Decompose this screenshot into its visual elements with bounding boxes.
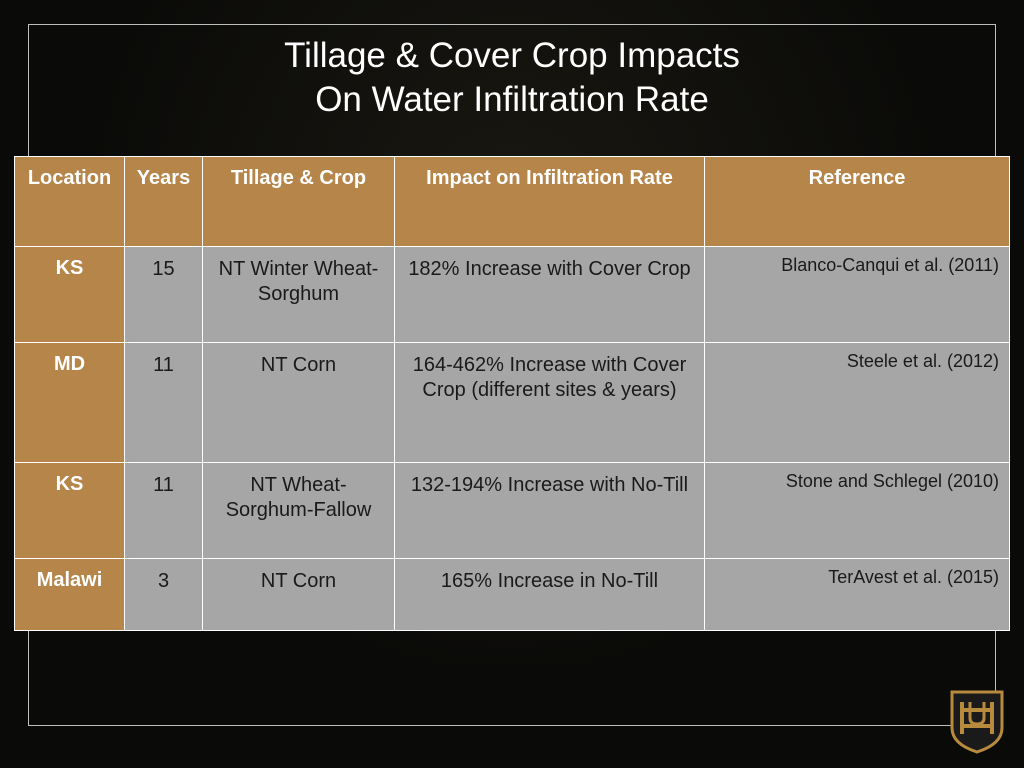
table-row: KS 11 NT Wheat-Sorghum-Fallow 132-194% I… [15, 463, 1010, 559]
table-row: MD 11 NT Corn 164-462% Increase with Cov… [15, 343, 1010, 463]
cell-location: Malawi [15, 559, 125, 631]
data-table-container: Location Years Tillage & Crop Impact on … [14, 156, 1010, 631]
cell-impact: 132-194% Increase with No-Till [395, 463, 705, 559]
col-header-location: Location [15, 157, 125, 247]
col-header-years: Years [125, 157, 203, 247]
col-header-reference: Reference [705, 157, 1010, 247]
infiltration-table: Location Years Tillage & Crop Impact on … [14, 156, 1010, 631]
cell-location: MD [15, 343, 125, 463]
cell-years: 11 [125, 343, 203, 463]
cell-impact: 164-462% Increase with Cover Crop (diffe… [395, 343, 705, 463]
cell-tillage: NT Winter Wheat-Sorghum [203, 247, 395, 343]
cell-impact: 165% Increase in No-Till [395, 559, 705, 631]
cell-reference: Blanco-Canqui et al. (2011) [705, 247, 1010, 343]
cell-reference: Steele et al. (2012) [705, 343, 1010, 463]
cell-location: KS [15, 247, 125, 343]
cell-years: 3 [125, 559, 203, 631]
shield-logo-icon [948, 688, 1006, 754]
cell-years: 15 [125, 247, 203, 343]
col-header-impact: Impact on Infiltration Rate [395, 157, 705, 247]
table-row: KS 15 NT Winter Wheat-Sorghum 182% Incre… [15, 247, 1010, 343]
cell-impact: 182% Increase with Cover Crop [395, 247, 705, 343]
cell-reference: TerAvest et al. (2015) [705, 559, 1010, 631]
table-header-row: Location Years Tillage & Crop Impact on … [15, 157, 1010, 247]
cell-reference: Stone and Schlegel (2010) [705, 463, 1010, 559]
cell-years: 11 [125, 463, 203, 559]
table-row: Malawi 3 NT Corn 165% Increase in No-Til… [15, 559, 1010, 631]
col-header-tillage: Tillage & Crop [203, 157, 395, 247]
cell-tillage: NT Corn [203, 559, 395, 631]
cell-tillage: NT Corn [203, 343, 395, 463]
cell-tillage: NT Wheat-Sorghum-Fallow [203, 463, 395, 559]
cell-location: KS [15, 463, 125, 559]
